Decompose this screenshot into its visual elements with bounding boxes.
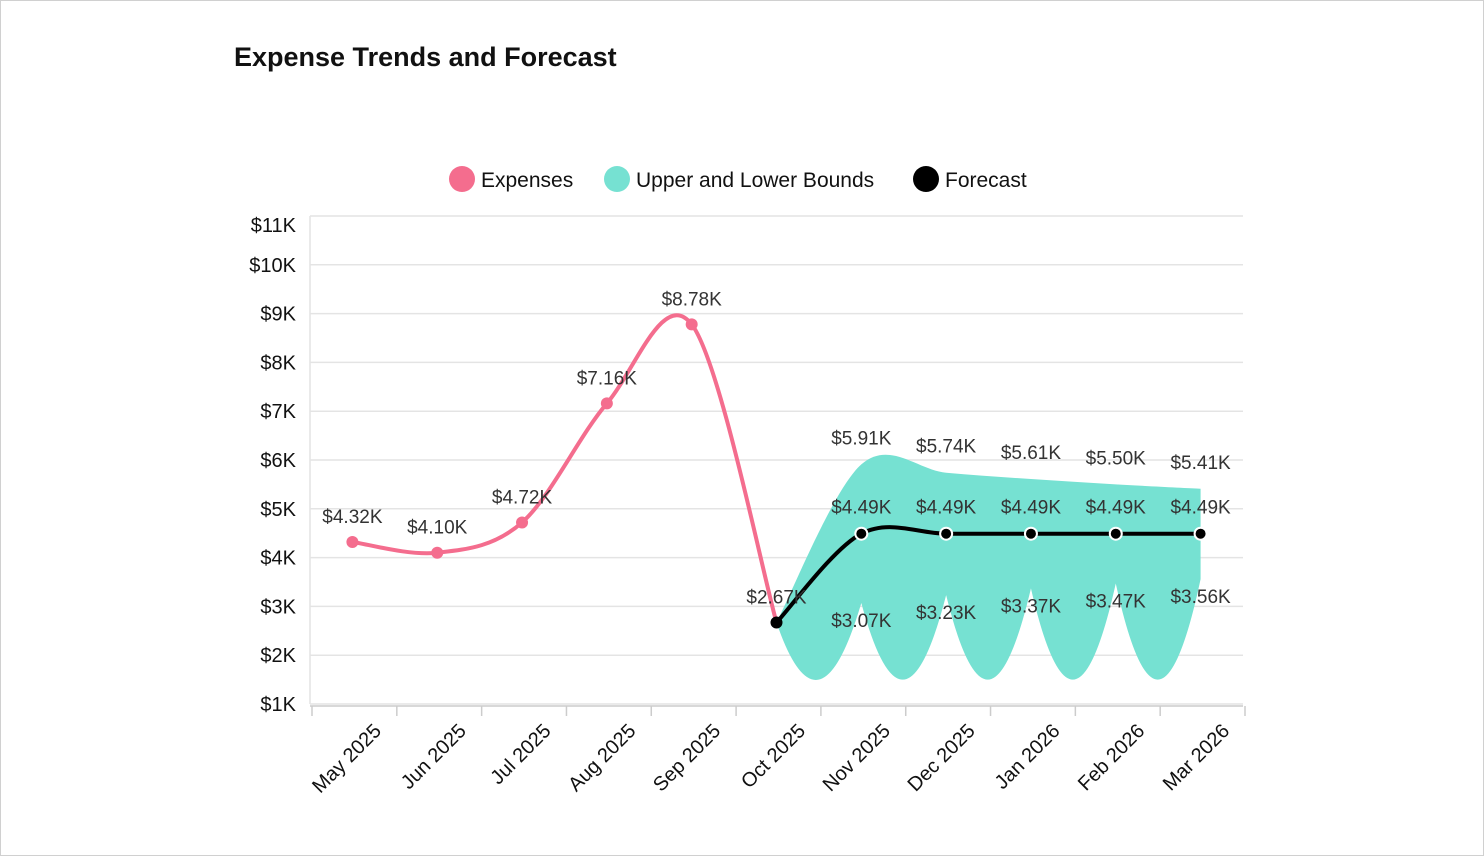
y-tick-label: $1K bbox=[260, 694, 296, 716]
expenses-data-label: $2.67K bbox=[746, 588, 807, 609]
y-tick-label: $10K bbox=[249, 255, 296, 277]
expenses-data-label: $7.16K bbox=[577, 368, 638, 389]
forecast-point bbox=[854, 526, 869, 541]
forecast-point bbox=[1193, 526, 1208, 541]
expenses-point bbox=[431, 546, 444, 559]
chart-title: Expense Trends and Forecast bbox=[234, 42, 617, 72]
y-tick-label: $4K bbox=[260, 548, 296, 570]
legend-label: Upper and Lower Bounds bbox=[636, 169, 874, 192]
upper-bound-label: $5.50K bbox=[1086, 448, 1147, 469]
x-tick-label: Oct 2025 bbox=[737, 720, 810, 793]
forecast-data-label: $4.49K bbox=[1170, 498, 1231, 519]
legend-marker-1 bbox=[604, 166, 630, 192]
x-tick-label: Aug 2025 bbox=[564, 720, 640, 796]
expenses-data-label: $4.10K bbox=[407, 518, 468, 539]
expenses-point bbox=[600, 397, 613, 410]
x-tick-label: Sep 2025 bbox=[649, 720, 725, 796]
y-tick-label: $7K bbox=[260, 401, 296, 423]
y-tick-label: $3K bbox=[260, 596, 296, 618]
forecast-point bbox=[1023, 526, 1038, 541]
forecast-point bbox=[770, 616, 783, 629]
x-tick-label: Mar 2026 bbox=[1159, 720, 1234, 795]
upper-bound-label: $5.41K bbox=[1170, 453, 1231, 474]
expenses-data-label: $8.78K bbox=[662, 289, 723, 310]
expenses-data-label: $4.72K bbox=[492, 487, 553, 508]
x-tick-label: Jul 2025 bbox=[487, 720, 556, 789]
x-tick-label: May 2025 bbox=[308, 720, 386, 798]
x-tick-label: Jun 2025 bbox=[397, 720, 471, 794]
forecast-point bbox=[939, 526, 954, 541]
y-tick-label: $5K bbox=[260, 499, 296, 521]
legend-label: Forecast bbox=[945, 169, 1027, 192]
expenses-point bbox=[346, 535, 359, 548]
forecast-point bbox=[1108, 526, 1123, 541]
x-tick-label: Feb 2026 bbox=[1074, 720, 1149, 795]
x-tick-label: Nov 2025 bbox=[819, 720, 895, 796]
lower-bound-label: $3.56K bbox=[1170, 587, 1231, 608]
forecast-data-label: $4.49K bbox=[1001, 498, 1062, 519]
upper-bound-label: $5.91K bbox=[831, 428, 892, 449]
legend-marker-2 bbox=[913, 166, 939, 192]
x-tick-label: Dec 2025 bbox=[904, 720, 980, 796]
upper-bound-label: $5.61K bbox=[1001, 443, 1062, 464]
y-tick-label: $8K bbox=[260, 352, 296, 374]
y-tick-label: $11K bbox=[251, 215, 297, 237]
lower-bound-label: $3.47K bbox=[1086, 591, 1147, 612]
legend-marker-0 bbox=[449, 166, 475, 192]
expenses-point bbox=[516, 516, 529, 529]
y-tick-label: $6K bbox=[260, 450, 296, 472]
x-tick-label: Jan 2026 bbox=[991, 720, 1065, 794]
forecast-data-label: $4.49K bbox=[1086, 498, 1147, 519]
legend-label: Expenses bbox=[481, 169, 573, 192]
y-tick-label: $9K bbox=[260, 304, 296, 326]
y-tick-label: $2K bbox=[260, 645, 296, 667]
lower-bound-label: $3.23K bbox=[916, 603, 977, 624]
lower-bound-label: $3.37K bbox=[1001, 596, 1062, 617]
forecast-data-label: $4.49K bbox=[831, 498, 892, 519]
expenses-data-label: $4.32K bbox=[322, 507, 383, 528]
forecast-data-label: $4.49K bbox=[916, 498, 977, 519]
expenses-point bbox=[685, 318, 698, 331]
lower-bound-label: $3.07K bbox=[831, 611, 892, 632]
expenses-line bbox=[352, 313, 779, 624]
bounds-area bbox=[776, 454, 1201, 680]
upper-bound-label: $5.74K bbox=[916, 437, 977, 458]
